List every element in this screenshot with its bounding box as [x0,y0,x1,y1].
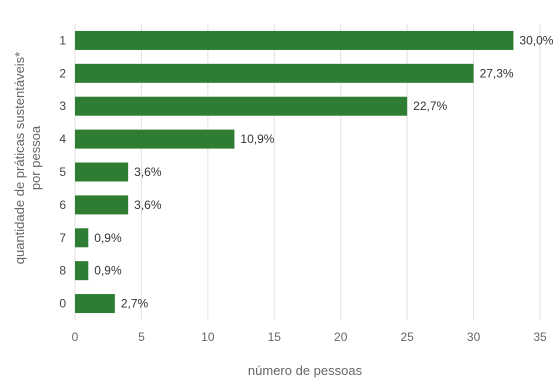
x-tick-label-5: 5 [138,330,145,344]
data-label-1: 30,0% [519,33,553,47]
y-category-label-7: 7 [59,231,66,245]
x-tick-label-15: 15 [268,330,282,344]
data-label-6: 3,6% [134,198,162,212]
x-tick-label-0: 0 [72,330,79,344]
y-categories: 1 2 3 4 5 6 7 8 0 [59,33,66,310]
bar-6 [75,195,129,215]
bar-2 [75,63,474,83]
bar-3 [75,96,408,116]
data-label-5: 3,6% [134,165,162,179]
y-axis-title-line-2: por pessoa [28,125,43,190]
y-category-label-8: 8 [59,264,66,278]
x-tick-label-25: 25 [400,330,414,344]
y-category-label-5: 5 [59,165,66,179]
y-category-label-3: 3 [59,99,66,113]
x-tick-label-35: 35 [533,330,547,344]
bar-4 [75,129,235,149]
data-label-8: 0,9% [94,264,122,278]
bar-0 [75,294,115,314]
y-axis-title-line-1: quantidade de práticas sustentáveis* [12,52,27,264]
data-label-2: 27,3% [480,66,514,80]
data-label-7: 0,9% [94,231,122,245]
data-label-3: 22,7% [413,99,447,113]
x-axis-title: número de pessoas [248,363,363,378]
bar-5 [75,162,129,182]
y-category-label-2: 2 [59,66,66,80]
x-tick-label-20: 20 [334,330,348,344]
bar-7 [75,228,89,248]
data-label-4: 10,9% [240,132,274,146]
y-category-label-0: 0 [59,297,66,311]
y-category-label-6: 6 [59,198,66,212]
x-tick-label-30: 30 [467,330,481,344]
bar-1 [75,30,514,50]
y-category-label-4: 4 [59,132,66,146]
y-category-label-1: 1 [59,33,66,47]
bar-8 [75,261,89,281]
x-ticks: 0 5 10 15 20 25 30 35 [72,330,547,344]
y-axis-title: quantidade de práticas sustentáveis* por… [12,52,43,264]
x-tick-label-10: 10 [201,330,215,344]
bars: 30,0% 27,3% 22,7% 10,9% 3,6% 3,6% 0,9% 0,9% 2,7% [75,30,554,314]
data-label-0: 2,7% [121,297,149,311]
